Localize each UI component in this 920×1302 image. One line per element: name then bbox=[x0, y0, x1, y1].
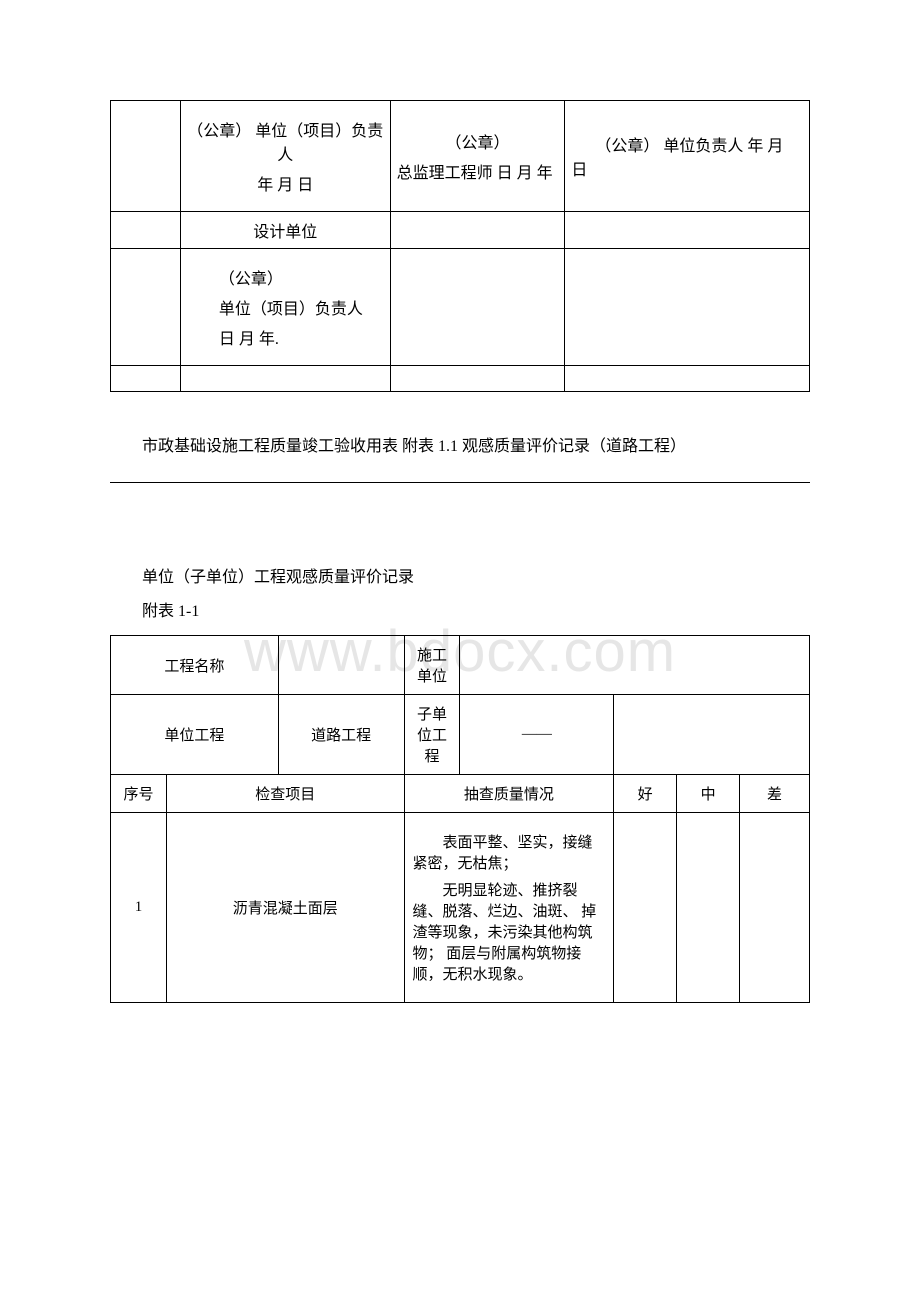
cell: 设计单位 bbox=[180, 212, 390, 249]
cell: （公章） 单位负责人 年 月 日 bbox=[565, 101, 810, 212]
table-row bbox=[111, 366, 810, 392]
cell bbox=[614, 813, 677, 1003]
cell bbox=[565, 212, 810, 249]
text: （公章） bbox=[187, 265, 384, 289]
cell-header: 好 bbox=[614, 775, 677, 813]
cell-label: 单位工程 bbox=[111, 695, 279, 775]
cell: 1 bbox=[111, 813, 167, 1003]
table-row: 设计单位 bbox=[111, 212, 810, 249]
cell-label: 子单位工程 bbox=[404, 695, 460, 775]
attach-label: 附表 1-1 bbox=[110, 597, 810, 621]
cell: （公章） 单位（项目）负责人 年 月 日 bbox=[180, 101, 390, 212]
text: 日 月 年. bbox=[187, 325, 384, 349]
cell-label: 施工单位 bbox=[404, 636, 460, 695]
text: 无明显轮迹、推挤裂缝、脱落、烂边、油斑、 掉渣等现象，未污染其他构筑物； 面层与… bbox=[413, 879, 606, 984]
cell-header: 中 bbox=[677, 775, 740, 813]
table-row: 序号 检查项目 抽查质量情况 好 中 差 bbox=[111, 775, 810, 813]
cell bbox=[180, 366, 390, 392]
cell: —— bbox=[460, 695, 614, 775]
cell-header: 检查项目 bbox=[166, 775, 404, 813]
text: （公章） bbox=[397, 129, 559, 153]
cell bbox=[390, 366, 565, 392]
text: 单位（项目）负责人 bbox=[187, 295, 384, 319]
table-row: 单位工程 道路工程 子单位工程 —— bbox=[111, 695, 810, 775]
text: 总监理工程师 日 月 年 bbox=[397, 159, 559, 183]
cell-header: 序号 bbox=[111, 775, 167, 813]
cell: 表面平整、坚实，接缝紧密，无枯焦； 无明显轮迹、推挤裂缝、脱落、烂边、油斑、 掉… bbox=[404, 813, 614, 1003]
cell bbox=[390, 249, 565, 366]
cell bbox=[740, 813, 810, 1003]
cell bbox=[565, 249, 810, 366]
cell bbox=[111, 249, 181, 366]
cell bbox=[111, 101, 181, 212]
cell bbox=[278, 636, 404, 695]
cell bbox=[111, 212, 181, 249]
cell bbox=[565, 366, 810, 392]
cell bbox=[390, 212, 565, 249]
table-row: 工程名称 施工单位 bbox=[111, 636, 810, 695]
cell: （公章） 总监理工程师 日 月 年 bbox=[390, 101, 565, 212]
section-title: 市政基础设施工程质量竣工验收用表 附表 1.1 观感质量评价记录（道路工程） bbox=[110, 432, 810, 462]
cell: 道路工程 bbox=[278, 695, 404, 775]
divider bbox=[110, 482, 810, 483]
table-row: 1 沥青混凝土面层 表面平整、坚实，接缝紧密，无枯焦； 无明显轮迹、推挤裂缝、脱… bbox=[111, 813, 810, 1003]
cell bbox=[460, 636, 810, 695]
cell-header: 抽查质量情况 bbox=[404, 775, 614, 813]
table-row: （公章） 单位（项目）负责人 年 月 日 （公章） 总监理工程师 日 月 年 （… bbox=[111, 101, 810, 212]
cell bbox=[614, 695, 810, 775]
text: （公章） 单位负责人 年 月 日 bbox=[571, 132, 803, 180]
table-row: （公章） 单位（项目）负责人 日 月 年. bbox=[111, 249, 810, 366]
sub-title: 单位（子单位）工程观感质量评价记录 bbox=[110, 563, 810, 587]
cell bbox=[111, 366, 181, 392]
table-quality-record: 工程名称 施工单位 单位工程 道路工程 子单位工程 —— 序号 检查项目 抽查质… bbox=[110, 635, 810, 1003]
cell: （公章） 单位（项目）负责人 日 月 年. bbox=[180, 249, 390, 366]
cell-label: 工程名称 bbox=[111, 636, 279, 695]
cell bbox=[677, 813, 740, 1003]
text: 年 月 日 bbox=[187, 171, 384, 195]
table-signatures: （公章） 单位（项目）负责人 年 月 日 （公章） 总监理工程师 日 月 年 （… bbox=[110, 100, 810, 392]
cell-header: 差 bbox=[740, 775, 810, 813]
cell: 沥青混凝土面层 bbox=[166, 813, 404, 1003]
text: 表面平整、坚实，接缝紧密，无枯焦； bbox=[413, 831, 606, 873]
text: （公章） 单位（项目）负责人 bbox=[187, 117, 384, 165]
